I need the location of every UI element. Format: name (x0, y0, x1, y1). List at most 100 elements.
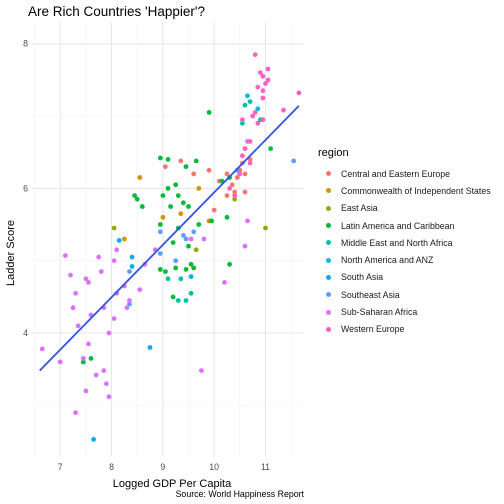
data-point (206, 167, 212, 173)
trend-line (39, 105, 300, 372)
data-point (183, 236, 189, 242)
data-point (193, 158, 199, 164)
legend-item: Middle East and North Africa (318, 234, 491, 251)
legend-swatch (326, 171, 331, 177)
legend-swatch (326, 292, 331, 298)
data-point (188, 261, 194, 267)
data-point (63, 253, 68, 258)
data-point (242, 189, 248, 195)
data-point (186, 243, 191, 249)
y-tick-label: 4 (23, 328, 28, 338)
legend-swatch (326, 188, 331, 194)
data-point (252, 52, 258, 57)
data-point (255, 120, 261, 126)
y-axis-label: Ladder Score (5, 220, 17, 286)
legend-label: Sub-Saharan Africa (341, 307, 418, 318)
data-point (163, 164, 168, 170)
series-group (39, 139, 250, 415)
data-point (181, 233, 186, 238)
data-point (263, 81, 268, 86)
legend-swatch (326, 223, 331, 229)
legend-swatch (326, 205, 331, 211)
data-point (191, 171, 197, 177)
series-group (127, 158, 297, 307)
legend-item: Western Europe (318, 321, 491, 338)
data-point (188, 290, 194, 296)
legend-label: Southeast Asia (341, 289, 400, 300)
x-tick-label: 11 (261, 462, 270, 472)
data-point (183, 267, 189, 272)
y-axis-ticks: 4 6 8 (23, 39, 28, 338)
data-point (232, 189, 238, 195)
data-point (186, 204, 191, 209)
data-point (157, 155, 163, 161)
data-point (70, 305, 76, 311)
data-point (157, 251, 163, 256)
data-point (234, 175, 240, 180)
data-point (227, 186, 233, 191)
data-point (173, 265, 179, 271)
data-point (137, 175, 143, 180)
data-point (201, 236, 207, 242)
data-point (57, 359, 63, 365)
data-point (242, 102, 248, 108)
data-point (157, 229, 163, 235)
data-point (242, 171, 248, 177)
data-point (245, 93, 250, 99)
legend-item: East Asia (318, 200, 491, 217)
data-point (206, 110, 212, 115)
data-point (163, 269, 168, 274)
data-point (165, 157, 171, 162)
data-point (232, 193, 238, 199)
data-point (170, 294, 176, 300)
data-point (104, 381, 109, 387)
x-tick-label: 7 (58, 462, 63, 472)
data-point (73, 410, 78, 415)
data-point (209, 218, 215, 224)
data-point (178, 211, 184, 217)
legend-label: North America and ANZ (341, 255, 434, 266)
data-point (263, 225, 268, 231)
data-point (188, 274, 194, 279)
data-point (173, 182, 179, 188)
series-group (91, 238, 194, 442)
data-point (101, 368, 107, 373)
data-point (127, 298, 132, 303)
data-point (178, 158, 184, 164)
data-point (157, 267, 163, 272)
data-point (260, 117, 266, 123)
data-point (139, 204, 145, 209)
data-point (255, 84, 261, 90)
data-point (73, 290, 78, 296)
data-point (178, 276, 184, 282)
data-point (242, 243, 248, 249)
legend-swatch (326, 309, 331, 315)
data-point (132, 193, 138, 199)
data-point (80, 356, 86, 361)
data-point (260, 95, 266, 101)
data-point (240, 120, 245, 126)
data-point (134, 196, 140, 202)
data-point (247, 99, 253, 104)
data-point (137, 287, 143, 292)
data-point (39, 346, 45, 352)
data-point (168, 204, 174, 209)
x-axis-ticks: 7 8 9 10 11 (58, 462, 270, 472)
chart-title: Are Rich Countries 'Happier'? (28, 4, 205, 19)
y-tick-label: 6 (23, 183, 28, 193)
grid (32, 22, 304, 456)
legend-label: East Asia (341, 203, 378, 214)
legend-item: Southeast Asia (318, 286, 491, 303)
data-point (268, 146, 273, 152)
data-point (237, 171, 243, 177)
data-point (86, 341, 91, 347)
data-point (165, 186, 171, 191)
series-group (80, 110, 273, 365)
legend-label: Commonwealth of Independent States (341, 185, 491, 196)
data-point (147, 345, 153, 350)
data-point (127, 269, 132, 274)
data-point (106, 394, 112, 400)
data-point (129, 254, 135, 260)
data-point (258, 70, 263, 75)
data-point (111, 316, 117, 321)
